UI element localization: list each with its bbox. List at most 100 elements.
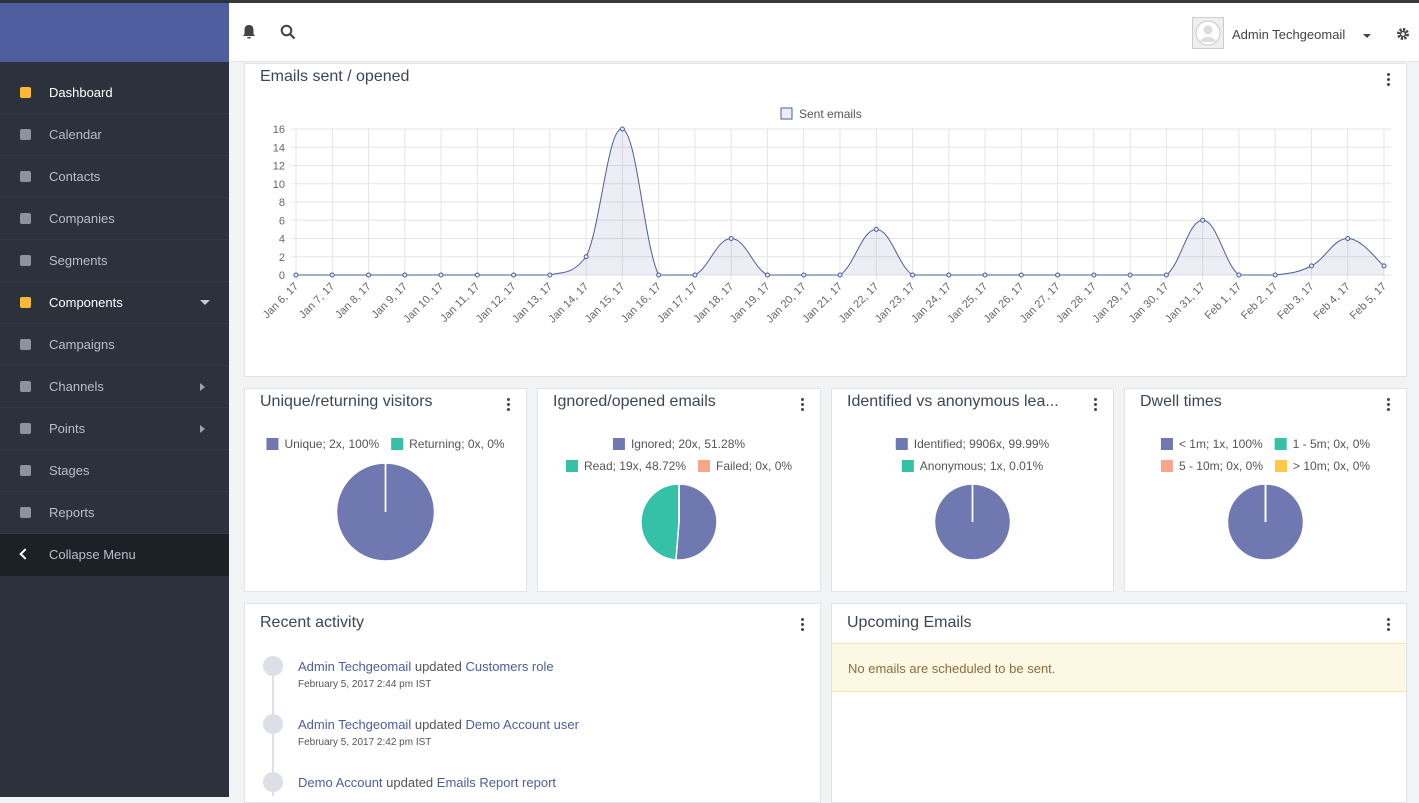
menu-item[interactable]: Channels — [0, 366, 229, 408]
point — [620, 127, 624, 131]
point — [1382, 264, 1386, 268]
legend-swatch — [391, 438, 403, 450]
settings-icon[interactable] — [1396, 27, 1410, 41]
menu-icon — [20, 213, 31, 224]
point — [802, 273, 806, 277]
menu-icon — [20, 171, 31, 182]
menu-label: Segments — [49, 240, 108, 282]
point — [765, 273, 769, 277]
menu-label: Stages — [49, 450, 89, 492]
legend-label: Identified; 9906x, 99.99% — [914, 437, 1050, 451]
activity-action: updated — [415, 717, 462, 732]
logo-area — [0, 3, 229, 62]
menu-item[interactable]: Companies — [0, 198, 229, 240]
point — [947, 273, 951, 277]
menu-label: Reports — [49, 492, 95, 534]
pie-chart: Identified; 9906x, 99.99% Anonymous; 1x, … — [832, 389, 1113, 591]
panel-title: Upcoming Emails — [847, 614, 971, 632]
object-link[interactable]: Customers role — [465, 659, 553, 674]
x-tick-label: Feb 3, 17 — [1275, 281, 1316, 322]
legend-swatch — [896, 438, 908, 450]
point — [367, 273, 371, 277]
search-icon[interactable] — [280, 24, 296, 40]
legend-swatch — [1275, 460, 1287, 472]
menu-label: Components — [49, 282, 123, 324]
collapse-icon — [19, 548, 30, 559]
upcoming-emails-panel: Upcoming Emails No emails are scheduled … — [831, 603, 1407, 803]
point — [874, 227, 878, 231]
panel-menu[interactable] — [1387, 618, 1390, 633]
menu-icon — [20, 87, 31, 98]
avatar[interactable] — [1192, 17, 1224, 49]
point — [1201, 218, 1205, 222]
legend-label: Failed; 0x, 0% — [716, 459, 792, 473]
point — [657, 273, 661, 277]
legend-label: Ignored; 20x, 51.28% — [631, 437, 745, 451]
collapse-menu[interactable]: Collapse Menu — [0, 534, 229, 576]
menu-label: Contacts — [49, 156, 100, 198]
legend-item: Anonymous; 1x, 0.01% — [902, 459, 1044, 473]
menu-item[interactable]: Points — [0, 408, 229, 450]
bell-icon[interactable] — [241, 24, 257, 40]
actor-link[interactable]: Admin Techgeomail — [298, 717, 411, 732]
point — [475, 273, 479, 277]
menu-item[interactable]: Calendar — [0, 114, 229, 156]
point — [330, 273, 334, 277]
menu-icon — [20, 507, 31, 518]
timeline-dot — [263, 772, 283, 792]
menu-icon — [20, 381, 31, 392]
panel-menu[interactable] — [801, 618, 804, 633]
legend-item: > 10m; 0x, 0% — [1275, 459, 1370, 473]
object-link[interactable]: Demo Account user — [465, 717, 578, 732]
menu-item[interactable]: Stages — [0, 450, 229, 492]
activity-time: February 5, 2017 2:44 pm IST — [298, 679, 431, 690]
legend-item: Returning; 0x, 0% — [391, 437, 505, 451]
menu-caret — [200, 383, 205, 391]
menu-item[interactable]: Components — [0, 282, 229, 324]
y-tick-label: 6 — [279, 215, 285, 227]
legend-swatch — [266, 438, 278, 450]
legend-swatch — [1161, 438, 1173, 450]
point — [729, 237, 733, 241]
menu-item[interactable]: Segments — [0, 240, 229, 282]
legend-swatch — [566, 460, 578, 472]
legend-swatch — [698, 460, 710, 472]
y-tick-label: 12 — [273, 161, 285, 173]
user-name[interactable]: Admin Techgeomail — [1232, 27, 1345, 42]
y-tick-label: 14 — [273, 142, 285, 154]
timeline-dot — [263, 656, 283, 676]
menu-label: Calendar — [49, 114, 102, 156]
menu-label: Dashboard — [49, 72, 113, 114]
legend-label: Unique; 2x, 100% — [284, 437, 379, 451]
menu-label: Companies — [49, 198, 115, 240]
menu-item[interactable]: Campaigns — [0, 324, 229, 366]
actor-link[interactable]: Admin Techgeomail — [298, 659, 411, 674]
activity-action: updated — [415, 659, 462, 674]
legend-label: > 10m; 0x, 0% — [1293, 459, 1370, 473]
point — [548, 273, 552, 277]
actor-link[interactable]: Demo Account — [298, 775, 383, 790]
y-tick-label: 4 — [279, 234, 285, 246]
menu-item[interactable]: Dashboard — [0, 72, 229, 114]
menu-item[interactable]: Contacts — [0, 156, 229, 198]
legend-item: < 1m; 1x, 100% — [1161, 437, 1263, 451]
object-link[interactable]: Emails Report report — [437, 775, 556, 790]
menu-icon — [20, 423, 31, 434]
menu-icon — [20, 129, 31, 140]
menu-item[interactable]: Reports — [0, 492, 229, 534]
point — [838, 273, 842, 277]
point — [1237, 273, 1241, 277]
user-caret[interactable] — [1363, 34, 1371, 38]
legend-label: Anonymous; 1x, 0.01% — [920, 459, 1044, 473]
legend-label: Read; 19x, 48.72% — [584, 459, 686, 473]
point — [1128, 273, 1132, 277]
x-tick-label: Jan 7, 17 — [297, 281, 337, 321]
point — [439, 273, 443, 277]
menu-icon — [20, 297, 31, 308]
point — [403, 273, 407, 277]
